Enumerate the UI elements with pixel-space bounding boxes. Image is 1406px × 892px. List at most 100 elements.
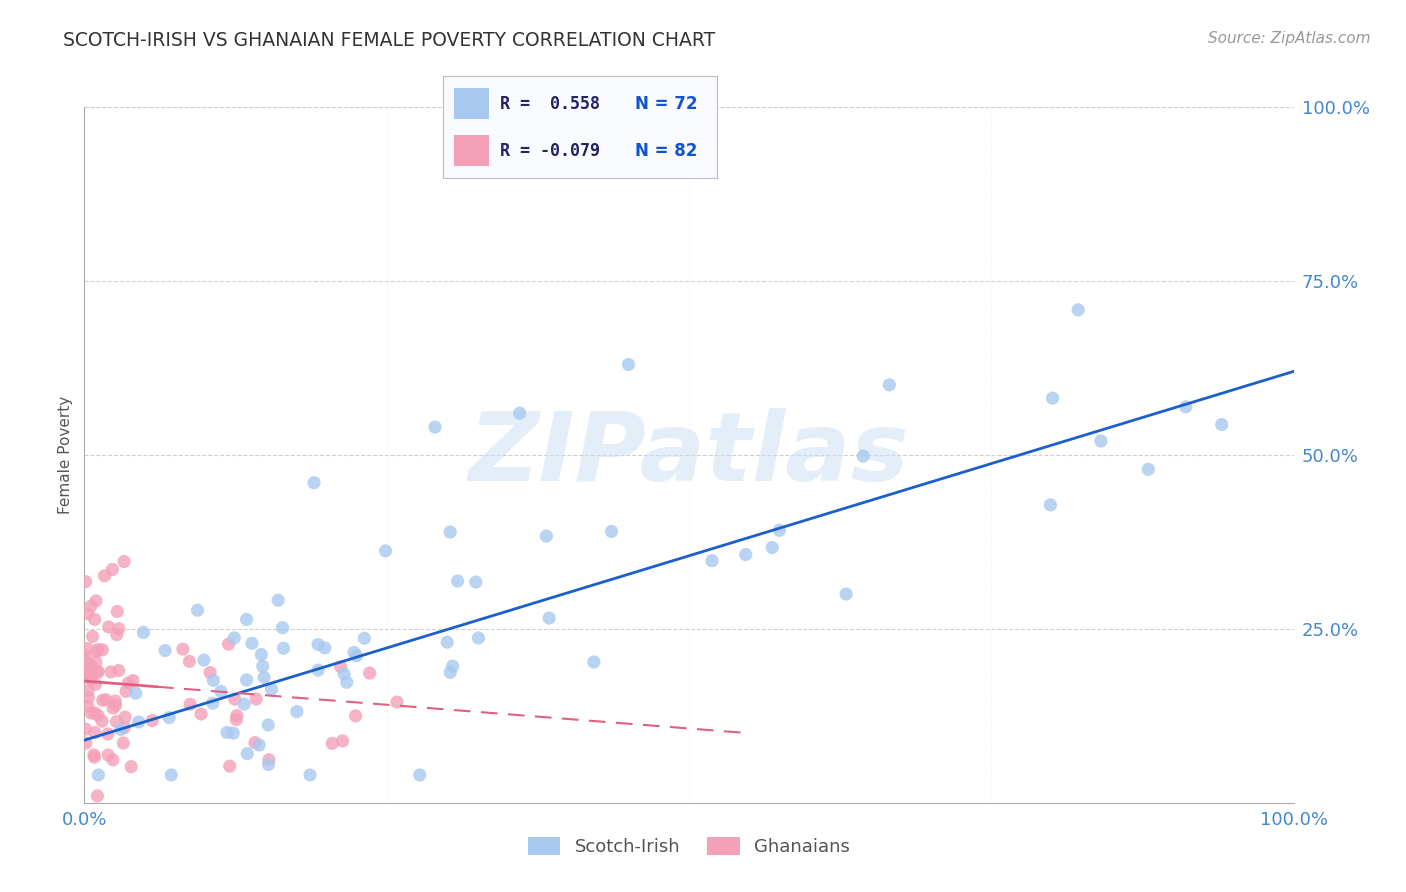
Point	[600, 524, 623, 539]
Point	[86, 645, 108, 659]
Point	[104, 694, 127, 708]
Point	[82, 630, 104, 644]
Text: R =  0.558: R = 0.558	[501, 95, 600, 112]
Point	[115, 684, 138, 698]
Point	[235, 613, 257, 627]
Point	[80, 599, 103, 613]
Text: SCOTCH-IRISH VS GHANAIAN FEMALE POVERTY CORRELATION CHART: SCOTCH-IRISH VS GHANAIAN FEMALE POVERTY …	[63, 31, 716, 50]
Point	[409, 768, 432, 782]
Point	[104, 698, 127, 713]
Point	[260, 682, 283, 697]
Point	[250, 648, 273, 662]
Point	[222, 726, 245, 740]
Point	[768, 524, 790, 538]
Point	[112, 736, 135, 750]
Point	[1137, 462, 1160, 476]
Point	[83, 750, 105, 764]
Point	[225, 713, 247, 727]
Point	[86, 789, 108, 803]
Point	[83, 725, 105, 739]
Point	[179, 698, 201, 712]
Point	[852, 449, 875, 463]
Text: ZIPatlas: ZIPatlas	[468, 409, 910, 501]
Point	[307, 663, 329, 677]
Point	[329, 660, 352, 674]
Point	[1067, 302, 1090, 317]
Bar	[454, 88, 489, 119]
Point	[107, 664, 129, 678]
Point	[359, 666, 381, 681]
Point	[224, 692, 246, 706]
Point	[224, 631, 246, 645]
Point	[157, 711, 180, 725]
Point	[243, 735, 266, 749]
Point	[700, 554, 723, 568]
Point	[77, 684, 100, 698]
Point	[734, 548, 756, 562]
Point	[233, 697, 256, 711]
Point	[761, 541, 783, 555]
Point	[235, 673, 257, 687]
Point	[423, 420, 446, 434]
Point	[101, 562, 124, 576]
Point	[257, 718, 280, 732]
Point	[114, 710, 136, 724]
Point	[80, 673, 103, 687]
Point	[84, 677, 107, 691]
Point	[240, 636, 263, 650]
Point	[879, 377, 901, 392]
Point	[273, 641, 295, 656]
Point	[1211, 417, 1233, 432]
Point	[1090, 434, 1112, 448]
Point	[446, 574, 468, 588]
Point	[439, 665, 461, 680]
Point	[93, 569, 115, 583]
Point	[252, 659, 274, 673]
Point	[257, 757, 280, 772]
Point	[179, 654, 201, 668]
Point	[253, 670, 276, 684]
Point	[344, 709, 367, 723]
Point	[87, 642, 110, 657]
Text: N = 82: N = 82	[636, 142, 697, 160]
Point	[314, 640, 336, 655]
Y-axis label: Female Poverty: Female Poverty	[58, 396, 73, 514]
Point	[86, 665, 108, 680]
Point	[77, 699, 100, 714]
Point	[160, 768, 183, 782]
Point	[321, 736, 343, 750]
Point	[122, 673, 145, 688]
Point	[141, 714, 163, 728]
Point	[75, 723, 97, 737]
Point	[193, 653, 215, 667]
Legend: Scotch-Irish, Ghanaians: Scotch-Irish, Ghanaians	[520, 830, 858, 863]
Point	[218, 759, 240, 773]
Bar	[454, 136, 489, 166]
Point	[79, 657, 101, 672]
Point	[247, 738, 270, 752]
Point	[110, 723, 132, 737]
Point	[112, 721, 135, 735]
Point	[97, 747, 120, 762]
Point	[97, 727, 120, 741]
Point	[464, 574, 486, 589]
Point	[201, 696, 224, 710]
Point	[79, 667, 101, 681]
Point	[83, 612, 105, 626]
Point	[91, 693, 114, 707]
Point	[84, 655, 107, 669]
Point	[75, 648, 97, 663]
Point	[101, 701, 124, 715]
Point	[343, 645, 366, 659]
Point	[582, 655, 605, 669]
Point	[153, 643, 176, 657]
Point	[202, 673, 225, 688]
Point	[225, 708, 247, 723]
Point	[79, 666, 101, 681]
Point	[1039, 498, 1062, 512]
Point	[333, 667, 356, 681]
Point	[538, 611, 561, 625]
Point	[84, 594, 107, 608]
Point	[91, 642, 114, 657]
Point	[107, 622, 129, 636]
